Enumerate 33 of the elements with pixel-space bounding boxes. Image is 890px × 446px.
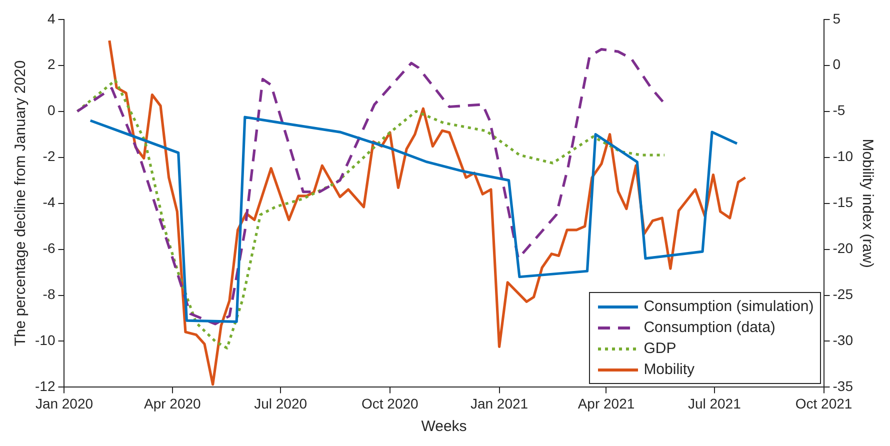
y2-tick-label: -20 (832, 240, 854, 256)
legend-label: Consumption (simulation) (644, 298, 814, 316)
y-tick-label: -6 (42, 240, 56, 256)
y2-tick-label: -15 (832, 194, 854, 210)
y-tick-label: -12 (35, 378, 56, 394)
y2-tick-label: -25 (832, 286, 854, 302)
y-tick-label: 2 (47, 56, 56, 72)
legend-label: Mobility (644, 361, 695, 378)
y2-tick-label: 0 (832, 56, 841, 72)
y-tick-label: -8 (42, 286, 56, 302)
y-tick-label: -2 (42, 148, 56, 164)
y-tick-label: -10 (35, 332, 56, 348)
legend-label: Consumption (data) (644, 319, 776, 336)
y2-tick-label: -35 (832, 378, 854, 394)
x-tick-label: Apr 2020 (144, 395, 202, 412)
x-tick-label: Apr 2021 (578, 395, 635, 412)
legend-label: GDP (644, 340, 676, 358)
y-tick-label: 0 (47, 102, 56, 118)
x-tick-label: Jan 2021 (470, 395, 528, 412)
x-tick-label: Jan 2020 (35, 395, 94, 412)
x-axis-title: Weeks (421, 418, 467, 436)
x-tick-label: Jul 2021 (688, 395, 742, 412)
y-axis-title: The percentage decline from January 2020 (12, 60, 30, 346)
y2-tick-label: -30 (832, 332, 854, 348)
x-tick-label: Oct 2020 (362, 395, 419, 412)
y2-tick-label: -10 (832, 148, 854, 164)
y-tick-label: -4 (42, 194, 56, 210)
x-tick-label: Oct 2021 (795, 395, 852, 412)
y2-axis-title: Mobility index (raw) (858, 138, 876, 268)
x-tick-label: Jul 2020 (254, 395, 308, 412)
y2-tick-label: -5 (832, 102, 846, 118)
y-tick-label: 4 (47, 10, 56, 26)
y2-tick-label: 5 (832, 10, 841, 26)
